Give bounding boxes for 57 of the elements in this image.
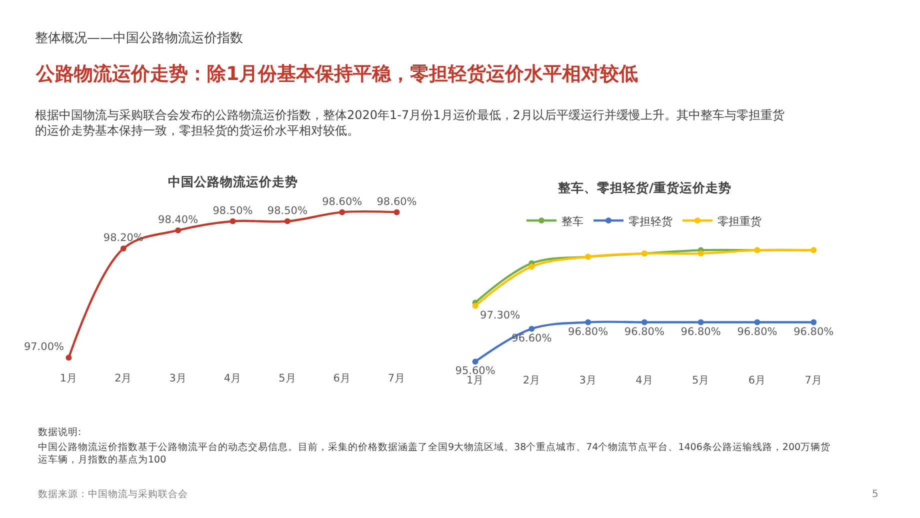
x-tick-label: 2月: [114, 372, 132, 384]
point: [394, 209, 400, 216]
chart-title: 中国公路物流运价走势: [168, 174, 298, 189]
text: 数据说明:: [38, 426, 82, 438]
x-tick-label: 5月: [278, 372, 296, 384]
data-label: 96.80%: [737, 326, 778, 338]
x-tick-label: 1月: [466, 374, 484, 386]
data-label: 98.50%: [212, 204, 253, 217]
point: [175, 227, 182, 234]
data-label: 98.50%: [267, 204, 308, 217]
data-label: 96.80%: [680, 326, 721, 338]
source-note: 数据来源：中国物流与采购联合会: [38, 488, 188, 500]
legend-label: 整车: [562, 214, 584, 228]
legend-label: 零担轻货: [628, 214, 672, 228]
data-label: 96.80%: [568, 326, 608, 338]
x-tick-label: 7月: [388, 372, 406, 384]
data-label: 97.00%: [24, 341, 64, 354]
x-tick-label: 5月: [692, 374, 710, 386]
data-label: 98.60%: [322, 196, 362, 208]
data-label: 96.80%: [794, 326, 834, 338]
point: [698, 250, 704, 256]
point: [528, 264, 535, 270]
x-tick-label: 6月: [748, 374, 766, 386]
text: 中国公路物流运价指数基于公路物流平台的动态交易信息。目前，采集的价格数据涵盖了全国9大物流区域、38个重点城市、74个物流节点平台、1406条公路运输线路，200万辆货运车辆，月指数的基点为100: [38, 441, 831, 466]
point: [528, 326, 535, 332]
data-label: 98.60%: [376, 196, 417, 208]
point: [698, 319, 704, 326]
point: [120, 246, 126, 252]
data-label: 97.30%: [480, 310, 520, 322]
data-label: 96.80%: [624, 326, 664, 338]
point: [66, 354, 72, 361]
point: [754, 319, 760, 326]
x-tick-label: 4月: [636, 374, 654, 386]
point: [810, 319, 817, 326]
text: 公路物流运价走势：除1月份基本保持平稳，零担轻货运价水平相对较低: [35, 63, 638, 85]
x-tick-label: 6月: [333, 372, 351, 384]
point: [230, 218, 236, 224]
point: [472, 302, 478, 309]
data-label: 98.40%: [158, 214, 198, 226]
text: 整体概况——中国公路物流运价指数: [35, 30, 243, 46]
x-tick-label: 4月: [224, 372, 242, 384]
x-tick-label: 1月: [60, 372, 78, 384]
data-label: 98.20%: [103, 232, 144, 244]
x-tick-label: 7月: [804, 374, 822, 386]
x-tick-label: 3月: [169, 372, 187, 384]
text: 根据中国物流与采购联合会发布的公路物流运价指数，整体2020年1-7月份1月运价最低，2月以后平缓运行并缓慢上升。其中整车与零担重货的运价走势基本保持一致，零担轻货的货运价水平相对较低。: [35, 108, 784, 138]
chart-title: 整车、零担轻货/重货运价走势: [557, 180, 732, 195]
point: [284, 218, 290, 224]
x-tick-label: 2月: [522, 374, 541, 386]
data-label: 96.60%: [512, 332, 552, 344]
legend-label: 零担重货: [718, 214, 762, 228]
point: [472, 358, 478, 365]
x-tick-label: 3月: [579, 374, 597, 386]
point: [641, 319, 648, 326]
point: [339, 209, 346, 216]
point: [585, 319, 592, 326]
text: 5: [872, 489, 878, 500]
